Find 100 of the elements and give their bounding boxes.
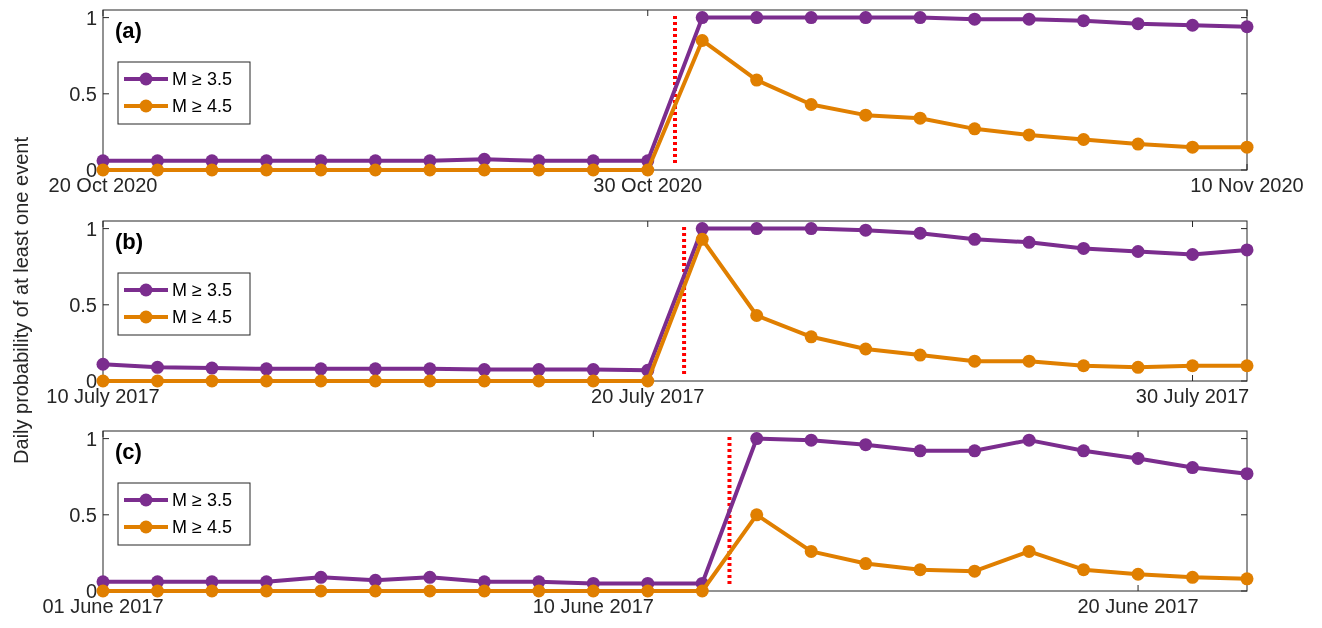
point xyxy=(1131,360,1145,374)
point xyxy=(532,374,546,388)
point xyxy=(423,570,437,584)
point xyxy=(586,363,600,377)
point xyxy=(859,223,873,237)
legend-label: M ≥ 3.5 xyxy=(172,280,232,300)
y-tick-label: 0.5 xyxy=(69,293,97,316)
chart-title: (c) xyxy=(115,439,142,464)
point xyxy=(96,357,110,371)
point xyxy=(1131,137,1145,151)
point xyxy=(859,342,873,356)
point xyxy=(859,108,873,122)
point xyxy=(1131,17,1145,31)
point xyxy=(913,226,927,240)
point xyxy=(804,97,818,111)
point xyxy=(1186,140,1200,154)
point xyxy=(1131,451,1145,465)
point xyxy=(695,33,709,47)
point xyxy=(1240,243,1254,257)
point xyxy=(1022,128,1036,142)
point xyxy=(259,163,273,177)
point xyxy=(314,362,328,376)
point xyxy=(314,584,328,598)
point xyxy=(205,361,219,375)
point xyxy=(695,11,709,25)
point xyxy=(913,444,927,458)
point xyxy=(259,584,273,598)
point xyxy=(968,354,982,368)
legend-label: M ≥ 3.5 xyxy=(172,69,232,89)
point xyxy=(1022,544,1036,558)
point xyxy=(804,222,818,236)
point xyxy=(913,11,927,25)
point xyxy=(477,163,491,177)
point xyxy=(368,584,382,598)
point xyxy=(259,374,273,388)
point xyxy=(1186,359,1200,373)
point xyxy=(314,374,328,388)
legend-label: M ≥ 4.5 xyxy=(172,307,232,327)
point xyxy=(368,362,382,376)
point xyxy=(913,111,927,125)
point xyxy=(1240,359,1254,373)
x-tick-label: 10 Nov 2020 xyxy=(1190,174,1304,196)
point xyxy=(586,163,600,177)
point xyxy=(477,584,491,598)
point xyxy=(423,374,437,388)
y-axis-title: Daily probability of at least one event xyxy=(10,136,32,464)
point xyxy=(968,444,982,458)
point xyxy=(968,122,982,136)
point xyxy=(913,563,927,577)
y-tick-label: 0.5 xyxy=(69,503,97,526)
point xyxy=(1131,244,1145,258)
point xyxy=(1240,140,1254,154)
point xyxy=(1022,235,1036,249)
point xyxy=(1077,133,1091,147)
chart-title: (a) xyxy=(115,18,142,43)
point xyxy=(641,584,655,598)
point xyxy=(1077,359,1091,373)
point xyxy=(1186,18,1200,32)
y-tick-label: 1 xyxy=(85,6,97,29)
point xyxy=(423,362,437,376)
point xyxy=(1077,444,1091,458)
point xyxy=(1131,567,1145,581)
point xyxy=(477,374,491,388)
point xyxy=(1022,12,1036,26)
point xyxy=(1186,248,1200,262)
point xyxy=(968,12,982,26)
point xyxy=(859,438,873,452)
point xyxy=(1186,461,1200,475)
point xyxy=(913,348,927,362)
point xyxy=(1240,467,1254,481)
point xyxy=(1186,570,1200,584)
point xyxy=(859,11,873,25)
point xyxy=(368,163,382,177)
point xyxy=(750,308,764,322)
point xyxy=(1022,354,1036,368)
point xyxy=(532,584,546,598)
point xyxy=(586,584,600,598)
point xyxy=(477,152,491,166)
point xyxy=(477,363,491,377)
point xyxy=(750,11,764,25)
x-tick-label: 10 June 2017 xyxy=(532,595,654,617)
x-tick-label: 30 Oct 2020 xyxy=(593,174,703,196)
chart-title: (b) xyxy=(115,229,144,254)
point xyxy=(641,163,655,177)
point xyxy=(586,374,600,388)
point xyxy=(259,362,273,376)
point xyxy=(150,374,164,388)
point xyxy=(1077,563,1091,577)
point xyxy=(750,508,764,522)
legend-label: M ≥ 4.5 xyxy=(172,517,232,537)
point xyxy=(968,232,982,246)
point xyxy=(750,432,764,446)
point xyxy=(205,374,219,388)
point xyxy=(532,363,546,377)
point xyxy=(1022,433,1036,447)
point xyxy=(423,163,437,177)
point xyxy=(968,564,982,578)
point xyxy=(150,584,164,598)
point xyxy=(695,222,709,236)
point xyxy=(1240,572,1254,586)
